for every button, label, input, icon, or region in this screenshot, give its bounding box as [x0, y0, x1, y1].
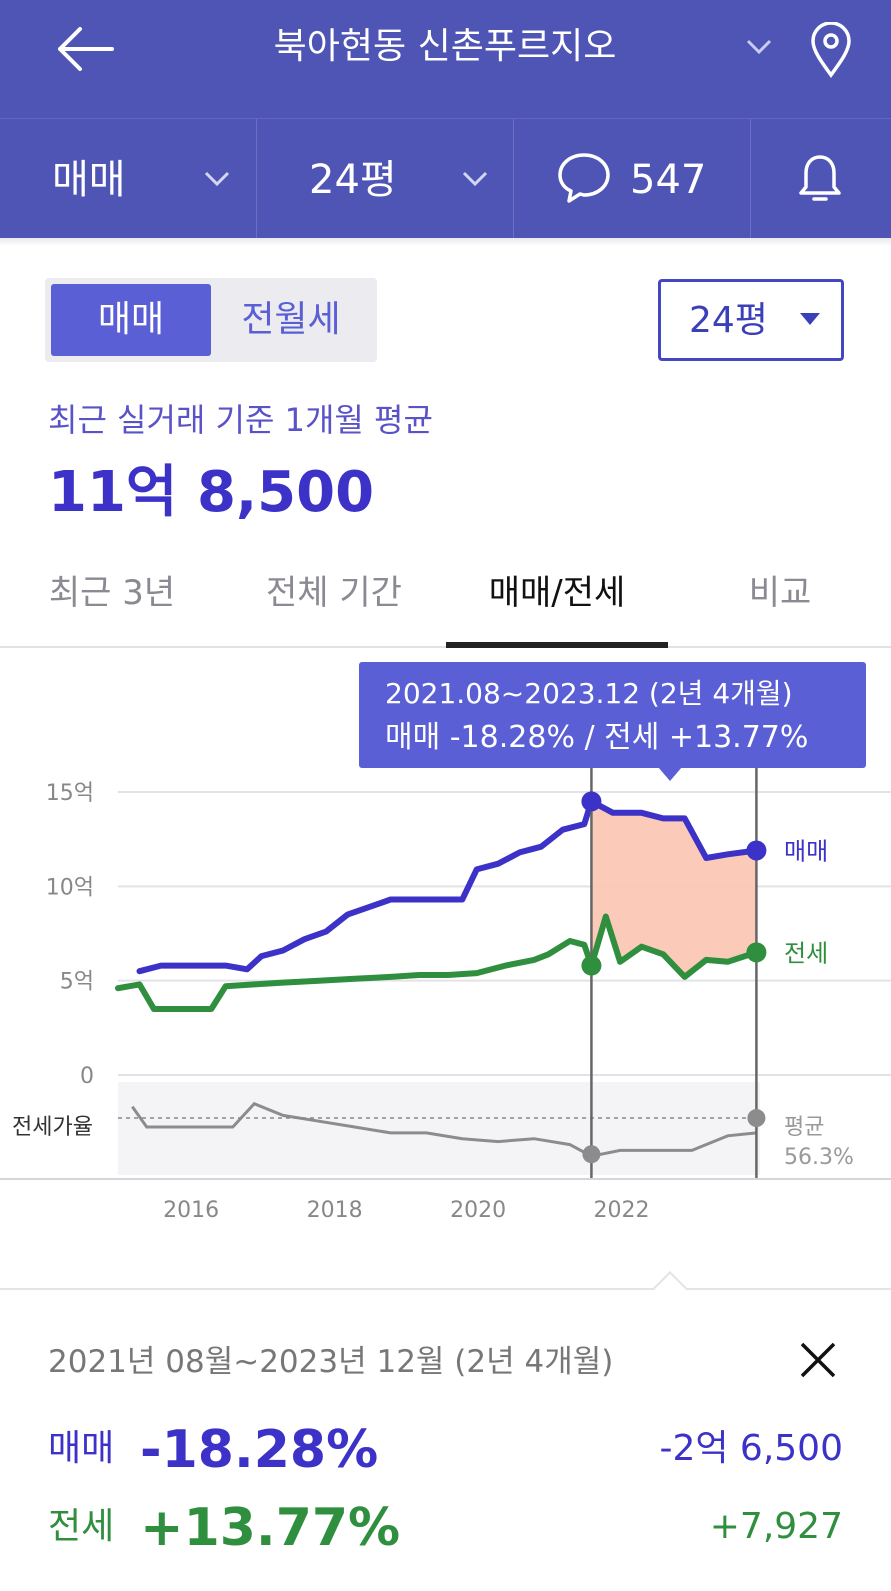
- x-tick-label: 2016: [163, 1198, 219, 1223]
- summary-jeonse-abs: +7,927: [709, 1506, 843, 1547]
- segment-sale-button[interactable]: 매매: [51, 284, 211, 356]
- sale-line: [136, 798, 760, 975]
- size-dropdown[interactable]: 24평: [658, 279, 844, 361]
- jeonse-marker: [746, 942, 767, 963]
- y-tick-label: 15억: [46, 781, 94, 806]
- sale-marker: [581, 791, 602, 812]
- trade-segment-control: 매매 전월세: [45, 278, 377, 362]
- header-shadow: [0, 238, 891, 246]
- trade-type-label: 매매: [52, 157, 126, 203]
- app-header: 북아현동 신촌푸르지오: [0, 0, 891, 118]
- panel-notch: [653, 1271, 687, 1305]
- chevron-down-icon[interactable]: [746, 38, 772, 56]
- trade-type-select[interactable]: 매매: [0, 119, 256, 239]
- x-tick-label: 2020: [450, 1198, 506, 1223]
- range-tooltip: 2021.08~2023.12 (2년 4개월) 매매 -18.28% / 전세…: [359, 662, 866, 768]
- legend-jeonse: 전세: [784, 939, 828, 967]
- size-dropdown-label: 24평: [689, 300, 768, 341]
- summary-jeonse-pct: +13.77%: [140, 1498, 401, 1558]
- filter-bar: 매매 24평 547: [0, 118, 891, 239]
- close-icon[interactable]: [798, 1340, 838, 1380]
- arrow-left-icon[interactable]: [56, 26, 116, 72]
- y-tick-label: 5억: [60, 970, 94, 995]
- chevron-down-icon: [462, 171, 488, 187]
- size-filter-select[interactable]: 24평: [256, 119, 513, 239]
- jeonse-marker: [581, 955, 602, 976]
- x-tick-label: 2022: [594, 1198, 650, 1223]
- summary-sale-abs: -2억 6,500: [659, 1428, 843, 1469]
- comments-button[interactable]: 547: [513, 119, 750, 239]
- average-price-value: 11억 8,500: [48, 460, 375, 525]
- map-pin-icon[interactable]: [808, 22, 854, 78]
- comment-count: 547: [630, 157, 707, 203]
- tab-all-period[interactable]: 전체 기간: [266, 573, 402, 613]
- notification-button[interactable]: [750, 119, 891, 239]
- chevron-down-icon: [204, 171, 230, 187]
- ratio-avg-label: 평균: [784, 1115, 824, 1140]
- tooltip-arrow: [658, 767, 682, 781]
- summary-range: 2021년 08월~2023년 12월 (2년 4개월): [48, 1344, 614, 1380]
- ratio-marker: [582, 1145, 601, 1164]
- summary-sale-pct: -18.28%: [140, 1420, 379, 1480]
- ratio-avg-value: 56.3%: [784, 1145, 854, 1170]
- summary-sale-label: 매매: [48, 1428, 115, 1469]
- tooltip-range: 2021.08~2023.12 (2년 4개월): [385, 677, 793, 710]
- tab-compare[interactable]: 비교: [748, 573, 812, 613]
- size-filter-label: 24평: [309, 157, 397, 203]
- ratio-label: 전세가율: [12, 1115, 93, 1140]
- selection-area: [591, 801, 757, 976]
- panel-divider: [0, 1288, 891, 1290]
- caret-down-icon: [800, 313, 820, 325]
- sale-marker: [746, 840, 767, 861]
- average-price-label: 최근 실거래 기준 1개월 평균: [48, 401, 433, 439]
- page-title[interactable]: 북아현동 신촌푸르지오: [273, 26, 617, 67]
- tab-recent-3y[interactable]: 최근 3년: [48, 573, 176, 613]
- y-tick-label: 10억: [46, 875, 94, 900]
- ratio-marker: [747, 1109, 766, 1128]
- bell-icon: [799, 155, 841, 201]
- ratio-line: [131, 1101, 757, 1158]
- legend-sale: 매매: [784, 837, 828, 865]
- y-tick-label: 0: [80, 1064, 94, 1089]
- segment-rent-button[interactable]: 전월세: [241, 299, 341, 340]
- jeonse-line: [115, 913, 760, 1012]
- chat-bubble-icon: [558, 153, 610, 203]
- summary-jeonse-label: 전세: [48, 1506, 115, 1547]
- period-tabs: 최근 3년 전체 기간 매매/전세 비교: [0, 558, 891, 648]
- tab-sale-jeonse[interactable]: 매매/전세: [446, 558, 668, 648]
- tooltip-change: 매매 -18.28% / 전세 +13.77%: [385, 720, 809, 755]
- x-tick-label: 2018: [307, 1198, 363, 1223]
